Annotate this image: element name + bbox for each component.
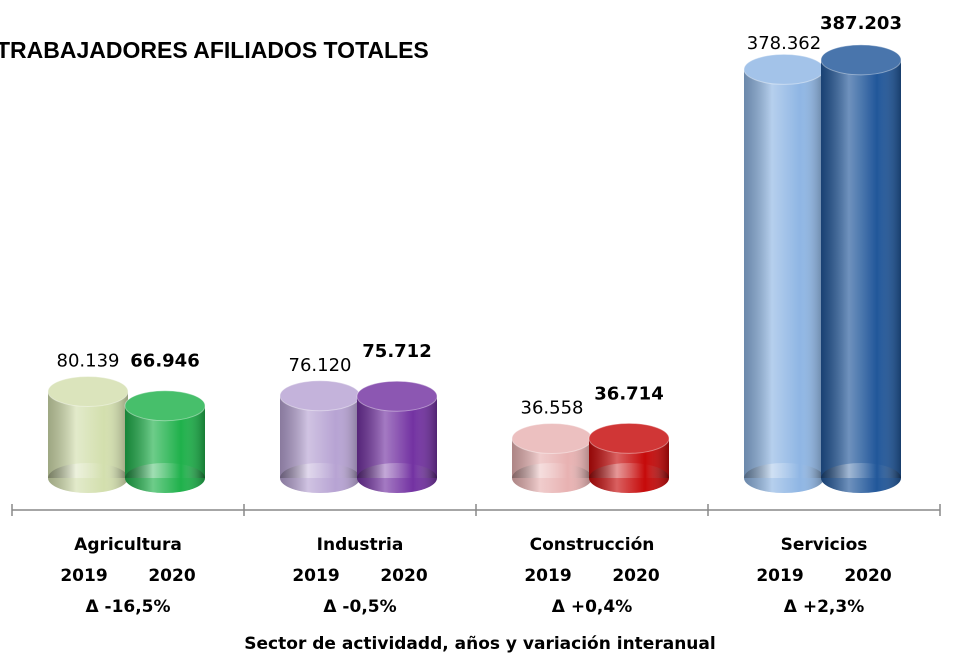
series-label: 2019 [60, 566, 107, 586]
series-label: 2020 [380, 566, 427, 586]
cylinder-part [588, 422, 670, 454]
cylinder [124, 390, 206, 493]
cylinder [743, 53, 825, 493]
cylinder-part [821, 44, 901, 75]
variation-label: Δ -16,5% [85, 597, 170, 617]
cylinder-part [821, 59, 901, 478]
cylinder [511, 423, 593, 493]
category-label: Construcción [530, 535, 655, 555]
value-label: 66.946 [130, 351, 199, 372]
variation-label: Δ +2,3% [784, 597, 864, 617]
cylinder-part [512, 423, 592, 454]
series-label: 2020 [612, 566, 659, 586]
value-label: 80.139 [57, 350, 120, 371]
value-label: 378.362 [747, 33, 821, 54]
x-axis-title: Sector de actividadd, años y variación i… [244, 634, 715, 654]
category-label: Industria [317, 535, 404, 555]
series-label: 2020 [844, 566, 891, 586]
cylinder [588, 422, 670, 493]
category-label: Agricultura [74, 535, 182, 555]
variation-label: Δ -0,5% [323, 597, 396, 617]
cylinder-part [125, 390, 205, 421]
value-label: 76.120 [289, 355, 352, 376]
cylinder-part [280, 380, 360, 411]
cylinder [47, 375, 129, 493]
series-label: 2020 [148, 566, 195, 586]
cylinder-part [124, 390, 206, 422]
cylinder-part [356, 380, 438, 412]
series-label: 2019 [756, 566, 803, 586]
chart-title: TRABAJADORES AFILIADOS TOTALES [0, 37, 429, 63]
cylinder [279, 380, 361, 493]
value-label: 36.558 [521, 398, 584, 419]
value-label: 75.712 [362, 341, 431, 362]
cylinder-part [744, 54, 824, 85]
cylinder-part [48, 376, 128, 407]
variation-label: Δ +0,4% [552, 597, 632, 617]
series-label: 2019 [292, 566, 339, 586]
cylinder-part [357, 381, 437, 412]
cylinder-part [820, 44, 902, 76]
cylinder-part [47, 375, 129, 407]
value-label: 36.714 [594, 383, 663, 404]
cylinder-part [589, 423, 669, 454]
cylinder-part [744, 69, 824, 478]
cylinder [820, 44, 902, 493]
value-label: 387.203 [820, 13, 902, 34]
cylinder [356, 380, 438, 493]
category-label: Servicios [781, 535, 868, 555]
series-label: 2019 [524, 566, 571, 586]
